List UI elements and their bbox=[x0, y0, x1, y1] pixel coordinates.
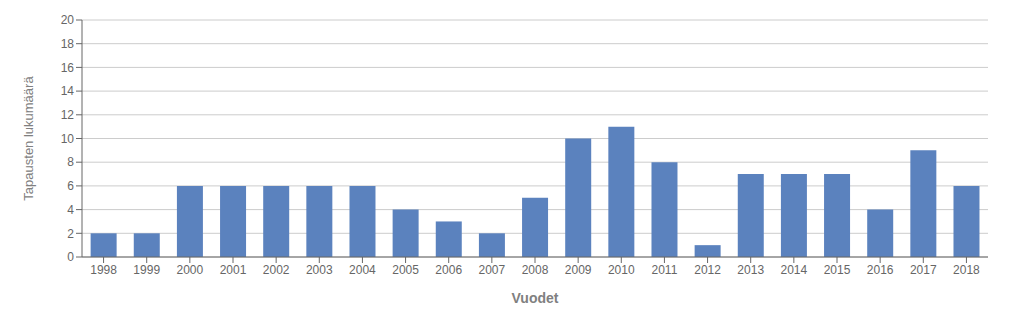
svg-text:2016: 2016 bbox=[867, 263, 894, 277]
svg-text:2004: 2004 bbox=[349, 263, 376, 277]
svg-text:2013: 2013 bbox=[737, 263, 764, 277]
svg-text:2002: 2002 bbox=[263, 263, 290, 277]
svg-text:1998: 1998 bbox=[90, 263, 117, 277]
svg-text:2: 2 bbox=[67, 227, 74, 241]
svg-text:4: 4 bbox=[67, 203, 74, 217]
svg-text:16: 16 bbox=[61, 61, 75, 75]
svg-text:2005: 2005 bbox=[392, 263, 419, 277]
svg-text:2007: 2007 bbox=[479, 263, 506, 277]
svg-text:2018: 2018 bbox=[953, 263, 980, 277]
svg-text:2011: 2011 bbox=[652, 263, 678, 277]
svg-text:Tapausten lukumäärä: Tapausten lukumäärä bbox=[21, 76, 36, 201]
svg-text:10: 10 bbox=[61, 132, 75, 146]
svg-text:8: 8 bbox=[67, 155, 74, 169]
svg-text:2001: 2001 bbox=[220, 263, 247, 277]
svg-text:0: 0 bbox=[67, 250, 74, 264]
svg-text:2017: 2017 bbox=[910, 263, 937, 277]
svg-text:2006: 2006 bbox=[435, 263, 462, 277]
svg-text:Vuodet: Vuodet bbox=[512, 290, 559, 306]
svg-text:2014: 2014 bbox=[781, 263, 808, 277]
svg-text:1999: 1999 bbox=[133, 263, 160, 277]
svg-text:18: 18 bbox=[61, 37, 75, 51]
svg-text:2009: 2009 bbox=[565, 263, 592, 277]
svg-text:2000: 2000 bbox=[177, 263, 204, 277]
svg-text:2008: 2008 bbox=[522, 263, 549, 277]
svg-text:14: 14 bbox=[61, 84, 75, 98]
svg-text:6: 6 bbox=[67, 179, 74, 193]
svg-text:2003: 2003 bbox=[306, 263, 333, 277]
svg-text:20: 20 bbox=[61, 13, 75, 27]
svg-text:2012: 2012 bbox=[694, 263, 721, 277]
svg-text:2015: 2015 bbox=[824, 263, 851, 277]
svg-text:2010: 2010 bbox=[608, 263, 635, 277]
svg-text:12: 12 bbox=[61, 108, 75, 122]
